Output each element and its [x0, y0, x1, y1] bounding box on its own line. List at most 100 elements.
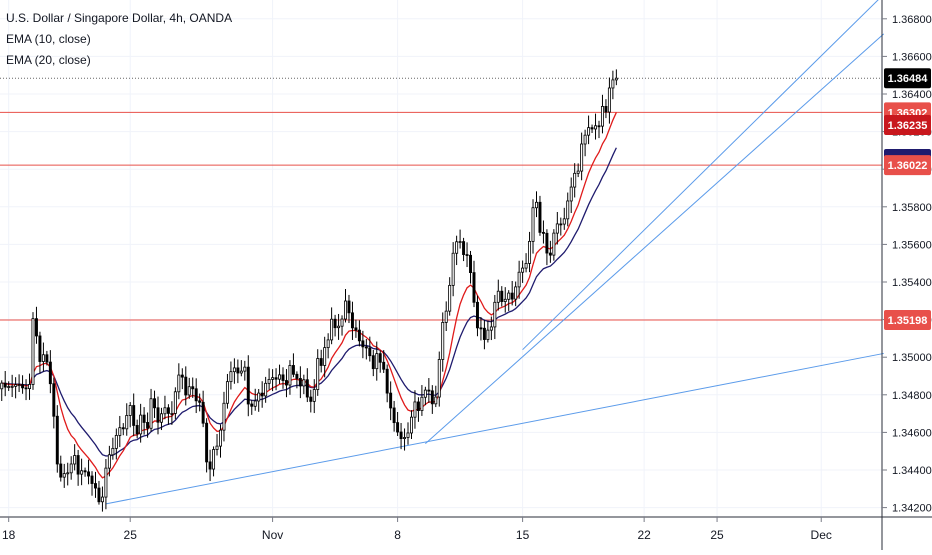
candle-body [434, 396, 438, 405]
candle-body [573, 172, 577, 188]
candle-body [45, 354, 49, 363]
candle-body [413, 401, 417, 418]
candle-body [305, 379, 309, 398]
candle-body [600, 106, 604, 127]
candle-body [184, 376, 188, 396]
candle-body [73, 455, 77, 465]
y-tick-label: 1.35000 [892, 352, 932, 364]
candle-body [528, 240, 532, 264]
candle-body [212, 449, 216, 470]
candle-body [545, 232, 549, 254]
y-tick-label: 1.35600 [892, 239, 932, 251]
trendline [522, 0, 879, 351]
candle-body [555, 223, 559, 234]
x-tick-label: 8 [394, 528, 401, 542]
candle-body [142, 414, 146, 423]
candle-body [444, 310, 448, 323]
price-badge-bg [884, 115, 931, 136]
y-tick-label: 1.34200 [892, 503, 932, 515]
candle-body [344, 300, 347, 320]
x-tick-label: 22 [637, 528, 651, 542]
candle-body [597, 125, 601, 128]
candle-body [548, 252, 552, 256]
candle-body [128, 405, 132, 416]
candle-body [153, 398, 157, 409]
price-badge-label: 1.36022 [888, 160, 928, 172]
candle-body [521, 267, 525, 273]
candle-body [472, 272, 476, 303]
candle-body [163, 407, 167, 415]
candle-body [364, 346, 368, 349]
candle-body [219, 429, 222, 447]
candle-body [114, 435, 118, 449]
candle-body [94, 483, 97, 489]
candle-body [191, 386, 195, 390]
candle-body [104, 467, 108, 498]
candle-body [587, 127, 591, 136]
candle-body [448, 284, 452, 312]
candle-body [489, 326, 493, 331]
candle-body [177, 374, 181, 393]
candle-body [173, 391, 177, 414]
candle-body [340, 318, 344, 327]
candle-body [396, 422, 400, 433]
candle-body [562, 218, 566, 225]
candle-body [17, 384, 21, 387]
candle-body [298, 378, 302, 387]
candle-body [48, 361, 52, 385]
legend-ema20[interactable]: EMA (20, close) [6, 53, 91, 67]
candle-body [458, 241, 462, 243]
candle-body [232, 367, 236, 373]
price-badge-ema10: 1.36235 [884, 115, 931, 136]
x-tick-label: Nov [262, 528, 283, 542]
candle-body [607, 87, 611, 113]
candle-body [239, 370, 243, 374]
candle-body [52, 383, 56, 417]
candle-body [319, 358, 323, 366]
candle-body [274, 377, 278, 380]
candle-body [225, 381, 229, 404]
candle-body [166, 407, 170, 414]
candle-body [3, 382, 7, 388]
candle-body [107, 454, 111, 469]
candle-body [215, 445, 219, 450]
candle-body [135, 425, 139, 435]
candle-body [271, 377, 275, 380]
candle-body [97, 487, 101, 503]
x-tick-label: 15 [516, 528, 530, 542]
candle-body [479, 327, 483, 330]
price-badge-bg [884, 68, 931, 89]
candle-body [288, 365, 292, 386]
candle-body [350, 312, 354, 329]
trendline [105, 352, 884, 505]
candle-body [111, 447, 115, 456]
candle-body [118, 427, 122, 436]
candle-body [333, 318, 337, 329]
candle-body [24, 387, 28, 390]
candle-body [517, 271, 521, 288]
candle-body [156, 407, 160, 423]
candle-body [170, 413, 174, 415]
candle-body [427, 389, 431, 392]
candle-body [139, 414, 143, 435]
candle-body [451, 252, 455, 286]
legend-ema10[interactable]: EMA (10, close) [6, 32, 91, 46]
candle-body [66, 472, 70, 475]
y-tick-label: 1.36400 [892, 89, 932, 101]
x-tick-labels: 18 25 Nov 8 15 22 25 Dec [2, 517, 832, 542]
candle-body [284, 380, 288, 386]
x-tick-label: 18 [2, 528, 16, 542]
candle-body [149, 398, 153, 429]
candle-body [312, 389, 316, 402]
candle-body [368, 347, 372, 357]
candle-body [535, 201, 538, 209]
candle-body [580, 143, 584, 172]
candle-body [246, 366, 250, 405]
y-tick-label: 1.35400 [892, 277, 932, 289]
candle-body [253, 400, 257, 407]
y-tick-label: 1.34400 [892, 465, 932, 477]
candle-body [541, 231, 545, 234]
y-tick-label: 1.34800 [892, 390, 932, 402]
